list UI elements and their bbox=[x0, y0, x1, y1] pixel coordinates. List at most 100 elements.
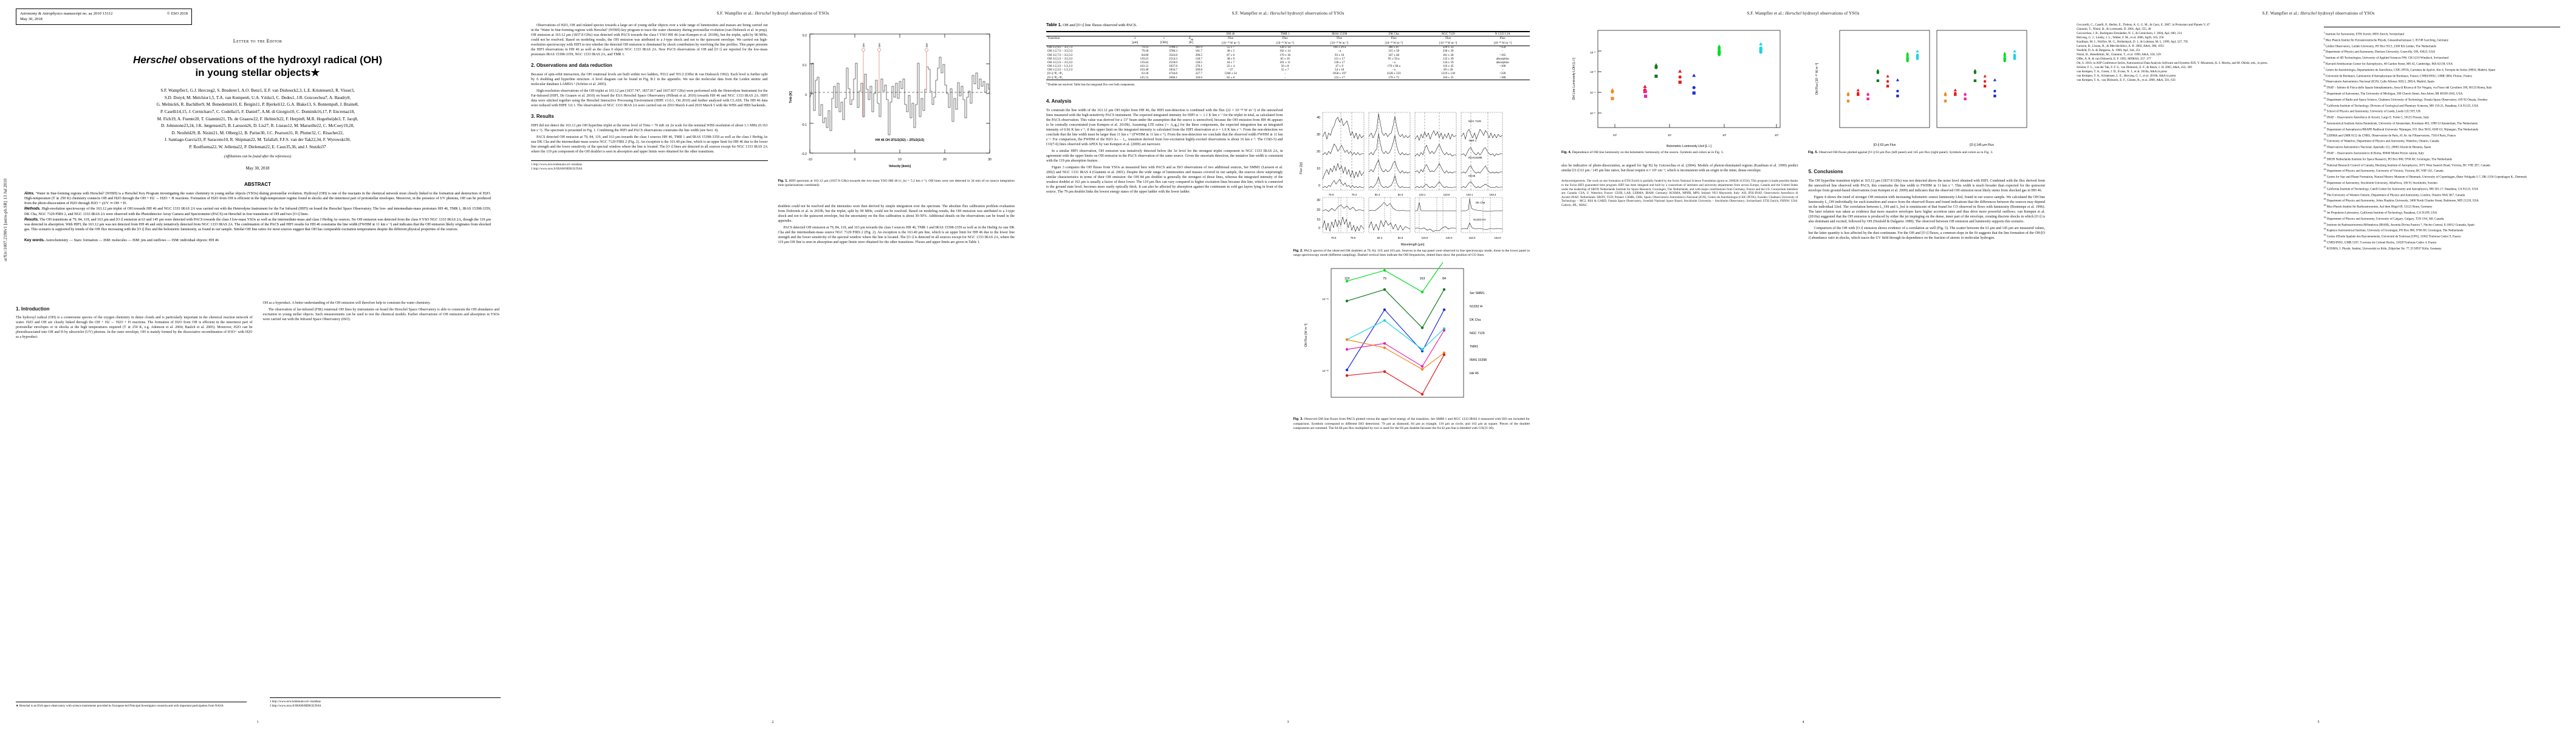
svg-text:-0.2: -0.2 bbox=[801, 152, 807, 156]
figure-1: 0.2 0.1 0 -0.1 -0.2 bbox=[778, 26, 1015, 177]
table-cell-flux: 104 ± 35 bbox=[1420, 76, 1476, 81]
fig2-label: Fig. 2. bbox=[1293, 248, 1303, 253]
footnote-link-1[interactable]: 1 http://www.strw.leidenuniv.nl/~moldata… bbox=[270, 700, 321, 703]
table-cell-flux: - bbox=[1502, 69, 1504, 72]
title-italic-word: Herschel bbox=[132, 53, 177, 66]
table-cell-flux: <27 bbox=[1228, 69, 1233, 72]
svg-text:10: 10 bbox=[898, 158, 902, 162]
fig4-data-point bbox=[1654, 66, 1658, 69]
fig1-x-ticks bbox=[809, 34, 990, 153]
fig5-data-point bbox=[1866, 93, 1869, 96]
fig5-data-point bbox=[1973, 79, 1977, 83]
page4-columns: also be indicative of photo-dissociation… bbox=[1561, 163, 2045, 242]
affiliation-item: 17 Department of Astrophysics/IMAPP, Rad… bbox=[2323, 126, 2478, 132]
ack-label: Acknowledgements. bbox=[1561, 179, 1586, 183]
affiliation-item: 9 Observatorio Astronómico Nacional (IGN… bbox=[2323, 78, 2434, 84]
fig5-data-point bbox=[2003, 54, 2006, 58]
fig3-data-point bbox=[1383, 288, 1386, 292]
affiliation-item: 30 Max-Planck-Institut für Radioastronom… bbox=[2323, 204, 2433, 209]
fig3-data-point bbox=[1420, 368, 1423, 371]
table-cell-flux: 3128 ± 333 bbox=[1386, 72, 1401, 76]
fig4-xlabel: Bolometric Luminosity Lbol [L☉] bbox=[1667, 145, 1711, 148]
fig3-data-point bbox=[1383, 370, 1386, 374]
figure-3-caption: Fig. 3. Observed OH line fluxes from PAC… bbox=[1293, 417, 1530, 431]
fig3-data-point bbox=[1420, 348, 1423, 351]
fig3-legend-entry: N1333 I4 bbox=[1470, 305, 1482, 309]
fig3-series-line bbox=[1346, 320, 1444, 351]
page2-paragraph-7: doublets could not be resolved and the i… bbox=[778, 204, 1015, 223]
footnote-link-2[interactable]: 2 http://www.ncss.fr/IRAM/HERGE/DAS bbox=[270, 704, 321, 708]
fig3-data-point bbox=[1420, 326, 1423, 330]
fig4-luminosity-scatter-plot: OH Line Luminosity LOH [L☉] Bolometric L… bbox=[1572, 30, 1781, 148]
fig5-oi-flux-scatter-plot: OH Flux [10⁻¹⁸ W m⁻²] [O i] 63 μm Flux [… bbox=[1815, 30, 2027, 147]
affiliation-list: 1 Institute for Astronomy, ETH Zurich, 8… bbox=[2324, 31, 2561, 251]
fig1-y-ticklabels: 0.2 0.1 0 -0.1 -0.2 bbox=[801, 34, 807, 156]
table-cell-eup: 290.5 bbox=[1195, 53, 1202, 57]
table-cell-nu: 3543.8 bbox=[1169, 53, 1177, 57]
page2-footnote-2[interactable]: 2 http://www.ncss.fr/IRAM/HERGE/DAS bbox=[531, 167, 583, 171]
fig5-data-point bbox=[2013, 49, 2016, 53]
figure-2: Flux [Jy] 40 30 20 10 0 30 20 10 0 bbox=[1293, 95, 1530, 247]
table-col-header: Transition bbox=[1046, 36, 1121, 41]
svg-text:0: 0 bbox=[1318, 184, 1320, 188]
affiliation-item: 6 Harvard-Smithsonian Center for Astroph… bbox=[2323, 60, 2453, 66]
fig3-oh-flux-plot: OH Flux [W m⁻²] 10⁻¹⁵ 10⁻¹⁶ 119 79 163 8… bbox=[1304, 262, 1487, 398]
reference-item: Larsson, B., Liseau, R., & Men'shchikov,… bbox=[2077, 44, 2164, 48]
author-line: S.D. Doty4, M. Melchior1,5, T.A. van Kem… bbox=[164, 95, 351, 100]
table-col-header: Flux bbox=[1420, 36, 1476, 41]
fig5-data-point bbox=[1857, 93, 1860, 96]
table-cell-flux: - a bbox=[1392, 69, 1396, 72]
fig2-panel-163 bbox=[1461, 112, 1502, 191]
table-cell-flux: 229 ± 33 bbox=[1420, 45, 1476, 50]
running-head: S.F. Wampfler et al.: Herschel hydroxyl … bbox=[716, 11, 829, 16]
svg-text:40: 40 bbox=[1317, 116, 1320, 120]
table-cell-flux: - bbox=[1284, 72, 1286, 76]
fig1-axes: 0.2 0.1 0 -0.1 -0.2 bbox=[789, 33, 991, 168]
svg-text:163: 163 bbox=[1419, 277, 1425, 281]
affiliation-item: 21 INAF – Osservatorio Astronomico di Ro… bbox=[2323, 149, 2424, 156]
table-cell-nu: 3786.3 bbox=[1169, 50, 1177, 53]
fig5-data-point bbox=[1916, 57, 1919, 60]
fig3-series-line bbox=[1346, 309, 1445, 371]
fig5-data-point bbox=[1876, 69, 1880, 72]
affiliation-item: 13 California Institute of Technology, D… bbox=[2323, 102, 2479, 108]
fig3-data-point bbox=[1345, 374, 1348, 377]
svg-text:0: 0 bbox=[1318, 227, 1320, 230]
affiliation-item: 23 National Research Council of Canada, … bbox=[2323, 162, 2490, 168]
table-column-header-row: Transition λ ν Eup Flux Flux Flux Flux F… bbox=[1046, 36, 1530, 41]
svg-text:OH: OH bbox=[925, 43, 928, 47]
table-cell-transition: OH 1/2,3/2 – 1/2,1/2 bbox=[1047, 69, 1073, 72]
fig3-data-point bbox=[1345, 279, 1348, 283]
fig3-legend-entry: IRAS 15398 bbox=[1470, 358, 1487, 362]
table-cell-flux: 116 ± 45 bbox=[1442, 65, 1454, 69]
table-cell-flux: 315 ± 58 bbox=[1388, 50, 1400, 53]
affiliation-item: 8 Université de Bordeaux, Laboratoire d'… bbox=[2323, 72, 2472, 78]
fig2-caption-text: PACS spectra of the observed OH doublets… bbox=[1293, 248, 1530, 258]
page2-footnote-1[interactable]: 1 http://www.strw.leidenuniv.nl/~moldata… bbox=[531, 163, 583, 167]
table-unit: [10⁻¹⁸ W m⁻²] bbox=[1493, 41, 1512, 45]
fig4-data-point bbox=[1718, 47, 1721, 51]
table-unit-row: [μm] [GHz] [K] [10⁻¹⁸ W m⁻²] [10⁻¹⁸ W m⁻… bbox=[1046, 41, 1530, 46]
fig4-data-point bbox=[1759, 49, 1762, 52]
table-cell-flux: 87 ± 6 bbox=[1227, 53, 1235, 57]
analysis-paragraph-2: In a similar HIFI observation, OH emissi… bbox=[1046, 149, 1283, 163]
table-cell-flux: 130 ± 17 bbox=[1334, 61, 1345, 64]
affiliation-item: 26 Department of Astronomy, Stockholm Un… bbox=[2323, 179, 2437, 185]
table-cell-flux: <180 bbox=[1475, 76, 1530, 81]
section-observations-heading: 2. Observations and data reduction bbox=[531, 63, 612, 69]
table-row: OH 1/2,3/2 – 1/2,1/2 163.40 1834.7 269.8 <27… bbox=[1046, 69, 1530, 72]
fig3-data-point bbox=[1383, 342, 1386, 345]
reference-list: Ceccarelli, C., Caselli, P., Herbst, E.,… bbox=[2077, 23, 2314, 83]
fig4-data-point bbox=[1692, 86, 1696, 89]
svg-text:10⁻²: 10⁻² bbox=[1590, 51, 1595, 54]
fig4-ticks bbox=[1598, 50, 1777, 128]
fig5-data-point bbox=[1846, 100, 1850, 103]
author-line: P. Roelfsema22, W. Jellema22, P. Dielema… bbox=[189, 145, 326, 150]
running-head: S.F. Wampfler et al.: Herschel hydroxyl … bbox=[1231, 11, 1345, 16]
fig4-data-point bbox=[1759, 42, 1763, 46]
table-cell-flux: <320 bbox=[1499, 72, 1506, 76]
table-cell-flux: 170 ± 18 bbox=[1279, 53, 1291, 57]
journal-line: Astronomy & Astrophysics manuscript no. … bbox=[20, 12, 113, 16]
fig5-data-point bbox=[1964, 93, 1967, 96]
table-cell-transition: OH 1/2,3/2 – 1/2,1/2 bbox=[1047, 65, 1073, 69]
